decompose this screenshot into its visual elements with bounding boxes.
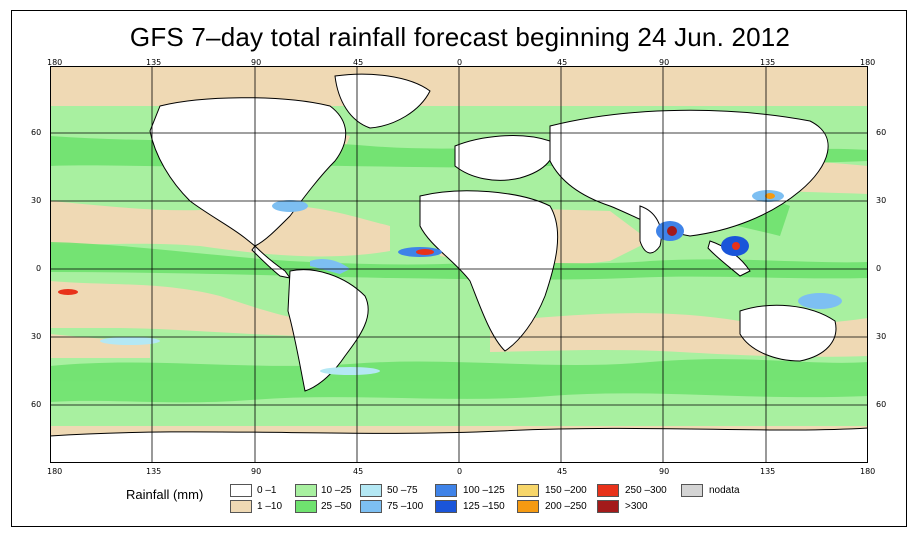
lat-label-right: 60 xyxy=(876,400,887,409)
rainfall-map xyxy=(50,66,868,463)
lon-label-top: 45 xyxy=(557,58,568,67)
lon-label-top: 180 xyxy=(860,58,876,67)
legend-label-0: 0 –1 xyxy=(257,485,277,496)
legend-label-6: 100 –125 xyxy=(463,485,505,496)
legend-label-9: 200 –250 xyxy=(545,501,587,512)
lon-label-bottom: 135 xyxy=(760,467,776,476)
legend-label-10: 250 –300 xyxy=(625,485,667,496)
lon-label-bottom: 180 xyxy=(47,467,63,476)
lat-label-right: 0 xyxy=(876,264,882,273)
legend-swatch-12 xyxy=(681,484,703,497)
lon-label-bottom: 90 xyxy=(659,467,670,476)
legend-swatch-11 xyxy=(597,500,619,513)
legend-swatch-9 xyxy=(517,500,539,513)
map-title: GFS 7–day total rainfall forecast beginn… xyxy=(129,22,791,52)
legend-swatch-3 xyxy=(295,500,317,513)
legend-swatch-6 xyxy=(435,484,457,497)
map-border xyxy=(50,66,868,463)
legend-swatch-2 xyxy=(295,484,317,497)
legend-swatch-1 xyxy=(230,500,252,513)
legend-swatch-10 xyxy=(597,484,619,497)
continents xyxy=(50,73,868,463)
legend-swatch-0 xyxy=(230,484,252,497)
lat-label-right: 60 xyxy=(876,128,887,137)
lon-label-top: 135 xyxy=(760,58,776,67)
lat-label-left: 30 xyxy=(31,196,42,205)
lat-label-right: 30 xyxy=(876,332,887,341)
heavy-rain-spots xyxy=(58,190,842,375)
legend-label-5: 75 –100 xyxy=(387,501,424,512)
grid-lines xyxy=(50,66,868,463)
lon-label-top: 135 xyxy=(146,58,162,67)
legend-swatch-4 xyxy=(360,484,382,497)
legend-label-1: 1 –10 xyxy=(257,501,283,512)
lon-label-bottom: 180 xyxy=(860,467,876,476)
legend-swatch-5 xyxy=(360,500,382,513)
legend-label-4: 50 –75 xyxy=(387,485,418,496)
legend-swatch-8 xyxy=(517,484,539,497)
legend-label-8: 150 –200 xyxy=(545,485,587,496)
lon-label-bottom: 135 xyxy=(146,467,162,476)
legend-label-2: 10 –25 xyxy=(321,485,352,496)
legend-label-3: 25 –50 xyxy=(321,501,352,512)
lat-label-right: 30 xyxy=(876,196,887,205)
lon-label-bottom: 45 xyxy=(353,467,364,476)
lat-label-left: 60 xyxy=(31,400,42,409)
legend-swatch-7 xyxy=(435,500,457,513)
lon-label-bottom: 90 xyxy=(251,467,262,476)
lon-label-top: 0 xyxy=(457,58,463,67)
lon-label-top: 90 xyxy=(659,58,670,67)
lat-label-left: 60 xyxy=(31,128,42,137)
figure-frame xyxy=(11,10,907,527)
legend-label-7: 125 –150 xyxy=(463,501,505,512)
lon-label-bottom: 0 xyxy=(457,467,463,476)
lon-label-top: 90 xyxy=(251,58,262,67)
lat-label-left: 0 xyxy=(36,264,42,273)
lon-label-top: 180 xyxy=(47,58,63,67)
legend-label-12: nodata xyxy=(709,485,740,496)
lon-label-top: 45 xyxy=(353,58,364,67)
lat-label-left: 30 xyxy=(31,332,42,341)
legend-title: Rainfall (mm) xyxy=(126,487,204,502)
lon-label-bottom: 45 xyxy=(557,467,568,476)
legend-label-11: >300 xyxy=(625,501,648,512)
